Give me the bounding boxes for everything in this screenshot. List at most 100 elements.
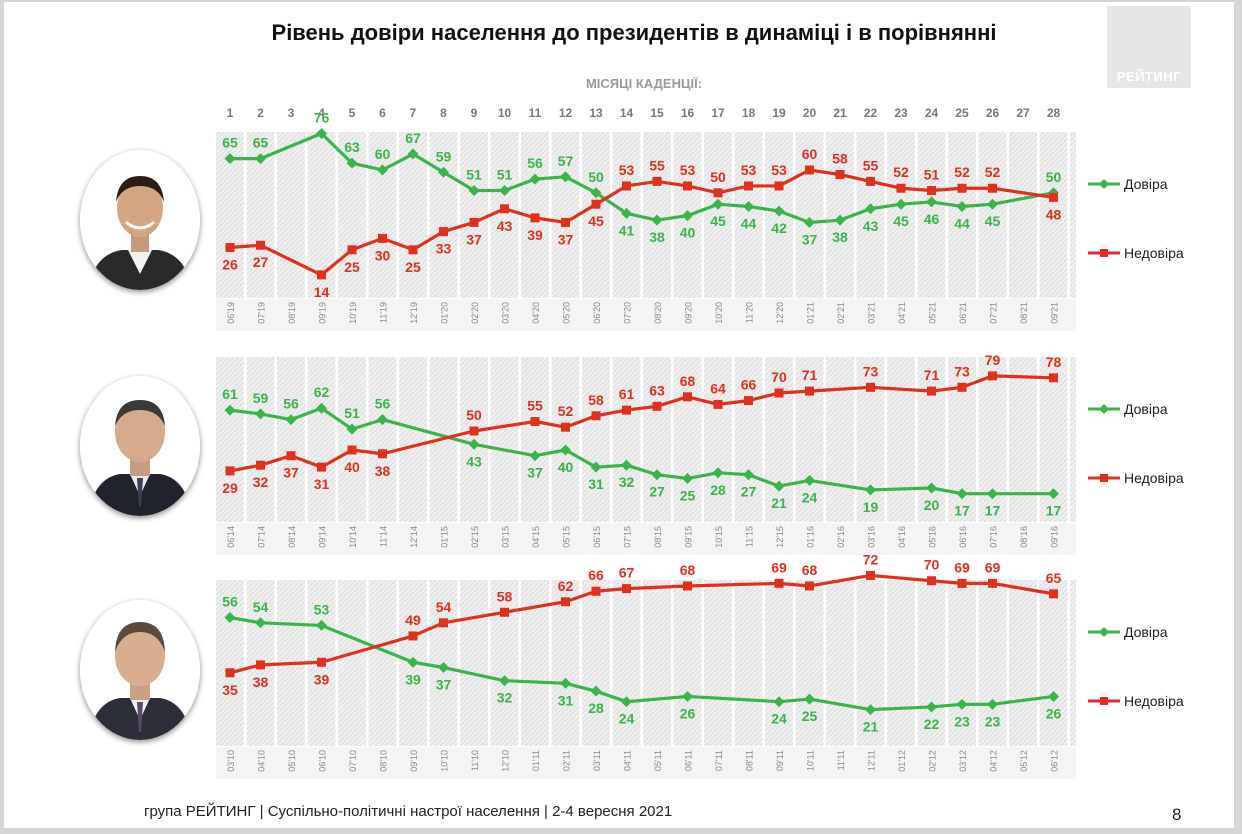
distrust-value-label: 60	[802, 146, 818, 162]
distrust-point	[774, 578, 784, 588]
distrust-point	[683, 181, 692, 191]
distrust-point	[652, 176, 662, 186]
distrust-value-label: 73	[954, 363, 970, 379]
trust-value-label: 50	[588, 169, 604, 185]
month-number: 14	[620, 106, 634, 120]
distrust-value-label: 43	[497, 218, 513, 234]
distrust-value-label: 52	[954, 164, 970, 180]
month-number: 6	[379, 106, 386, 120]
trust-value-label: 28	[588, 700, 604, 716]
date-strip	[216, 747, 1076, 779]
trust-value-label: 65	[253, 135, 269, 151]
month-number: 12	[559, 106, 573, 120]
chart-panel-yanukovych: 03'10 04'10 05'10 06'10 07'10 08'10 09'10 10'10…	[213, 551, 1184, 779]
trust-value-label: 26	[680, 705, 696, 721]
distrust-point	[530, 213, 540, 223]
distrust-value-label: 37	[558, 231, 574, 247]
trust-value-label: 45	[710, 213, 726, 229]
distrust-point	[1049, 373, 1058, 383]
trust-point	[743, 469, 754, 481]
x-tick-label: 09'10	[409, 750, 419, 772]
x-tick-label: 06'11	[684, 750, 694, 771]
x-tick-label: 08'21	[1019, 302, 1029, 324]
distrust-point	[378, 233, 387, 243]
distrust-point	[683, 581, 692, 591]
x-tick-label: 11'19	[379, 302, 389, 323]
distrust-point	[530, 417, 540, 426]
distrust-point	[225, 466, 235, 476]
trust-value-label: 25	[802, 708, 818, 724]
trust-value-label: 56	[527, 155, 543, 171]
distrust-value-label: 14	[314, 284, 330, 300]
trust-point	[682, 210, 693, 222]
distrust-value-label: 39	[527, 227, 543, 243]
x-tick-label: 01'21	[806, 302, 816, 324]
trust-point	[773, 480, 785, 492]
distrust-point	[439, 227, 448, 237]
x-tick-label: 07'20	[623, 302, 633, 324]
distrust-point	[347, 445, 357, 455]
distrust-point	[622, 405, 631, 415]
distrust-point	[866, 176, 875, 186]
trust-point	[407, 656, 419, 668]
distrust-value-label: 33	[436, 241, 452, 257]
x-tick-label: 06'14	[226, 526, 236, 548]
x-tick-label: 11'20	[745, 302, 755, 323]
trust-value-label: 51	[497, 167, 513, 183]
distrust-point	[317, 462, 326, 472]
distrust-point	[713, 399, 723, 409]
x-tick-label: 04'16	[897, 526, 907, 548]
distrust-value-label: 38	[253, 674, 269, 690]
trust-point	[1048, 690, 1059, 702]
trust-point	[651, 469, 663, 481]
distrust-point	[652, 401, 662, 411]
month-number: 17	[711, 106, 725, 120]
month-number: 18	[742, 106, 756, 120]
trust-value-label: 45	[985, 213, 1001, 229]
distrust-point	[896, 183, 906, 193]
month-number: 19	[772, 106, 786, 120]
trust-point	[377, 164, 388, 176]
x-tick-label: 04'20	[531, 302, 541, 324]
trust-point	[804, 474, 815, 486]
x-tick-label: 02'15	[470, 526, 480, 548]
x-tick-label: 12'11	[867, 750, 877, 771]
distrust-value-label: 55	[863, 157, 879, 173]
distrust-value-label: 52	[893, 164, 909, 180]
distrust-value-label: 61	[619, 386, 635, 402]
x-tick-label: 09'20	[684, 302, 694, 324]
trust-point	[987, 488, 998, 500]
month-number: 13	[589, 106, 603, 120]
trust-value-label: 40	[558, 459, 574, 475]
x-tick-label: 01'16	[806, 526, 816, 548]
distrust-value-label: 30	[375, 247, 391, 263]
trust-point	[255, 617, 266, 629]
distrust-point	[500, 204, 509, 214]
x-tick-label: 12'20	[775, 302, 785, 324]
x-tick-label: 04'21	[897, 302, 907, 324]
trust-value-label: 63	[344, 139, 360, 155]
trust-value-label: 44	[741, 215, 757, 231]
distrust-value-label: 68	[680, 373, 696, 389]
trust-point	[804, 693, 815, 705]
trust-value-label: 43	[863, 218, 879, 234]
distrust-point	[774, 181, 784, 191]
distrust-point	[256, 660, 265, 670]
plot-area	[216, 580, 1076, 746]
distrust-point	[256, 240, 265, 250]
x-tick-label: 08'20	[653, 302, 663, 324]
x-tick-label: 05'15	[562, 526, 572, 548]
trust-value-label: 17	[1046, 503, 1062, 519]
x-tick-label: 06'12	[1050, 750, 1060, 772]
month-numbers: 1 2 3 4 5 6 7 8 9 10 11 12 13 14 15 16 17 18 19 20 21 22 23 24 2…	[227, 106, 1061, 120]
distrust-value-label: 68	[680, 562, 696, 578]
x-tick-label: 06'20	[592, 302, 602, 324]
trust-point	[499, 675, 510, 687]
trust-value-label: 28	[710, 482, 726, 498]
trust-value-label: 40	[680, 225, 696, 241]
month-number: 10	[498, 106, 512, 120]
trust-value-label: 37	[527, 465, 543, 481]
trust-point	[987, 198, 998, 210]
distrust-value-label: 29	[222, 480, 238, 496]
trust-point	[682, 690, 693, 702]
